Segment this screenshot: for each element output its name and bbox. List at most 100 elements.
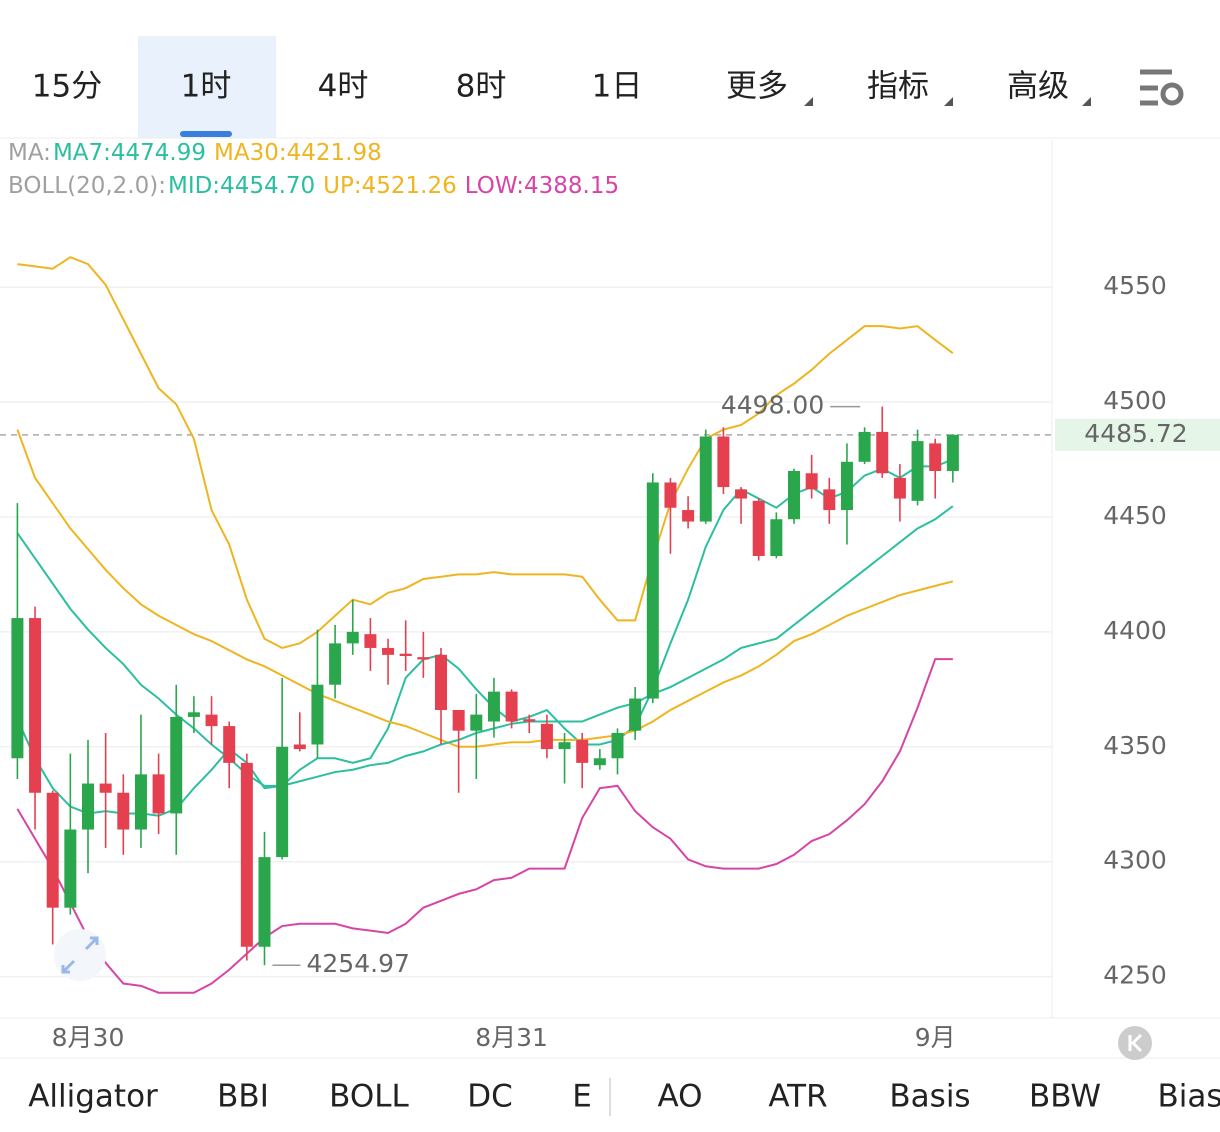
candle-body [329, 643, 342, 685]
indicator-tab[interactable]: DC [467, 1079, 513, 1115]
candle-body [11, 618, 24, 759]
collapse-icon[interactable] [1118, 1026, 1152, 1060]
indicator-tab[interactable]: AO [657, 1079, 702, 1115]
timeframe-tab[interactable]: 8时 [456, 69, 507, 105]
candle-body [470, 714, 483, 731]
candle-body [346, 631, 359, 644]
candle-body [629, 698, 642, 731]
candle-body [770, 519, 783, 557]
legend-entry: MA30:4421.98 [214, 140, 382, 166]
last-price-label: 4485.72 [1084, 419, 1187, 448]
candle-body [805, 473, 818, 490]
timeframe-tab[interactable]: 1日 [592, 69, 643, 105]
timeframe-tab[interactable]: 1时 [181, 69, 232, 105]
legend-entry: MA7:4474.99 [53, 140, 206, 166]
candle-body [117, 792, 130, 830]
candle-body [664, 482, 677, 508]
timeframe-tab[interactable]: 高级 [1007, 69, 1069, 105]
indicator-bar: Alligator BBI BOLL DC E AO ATR Basis BBW Bias [28, 1079, 1220, 1115]
candle-body [46, 792, 59, 908]
candle-body [364, 634, 377, 648]
expand-icon[interactable] [54, 929, 106, 981]
candle-body [682, 510, 695, 522]
settings-icon[interactable] [1140, 69, 1184, 106]
indicator-tab[interactable]: Bias [1157, 1079, 1220, 1115]
candle-body [417, 657, 430, 660]
indicator-line [16, 429, 954, 748]
timeframe-tab[interactable]: 更多 [726, 69, 788, 105]
candle-body [699, 436, 712, 522]
candle-body [540, 723, 553, 750]
candle-body [911, 441, 924, 501]
candle-body [523, 719, 536, 722]
timeframe-bar: 15分 1时 4时 8时 1日 更多 指标 高级 [32, 36, 1069, 138]
candle-body [276, 746, 289, 858]
candle-body [311, 684, 324, 745]
candle-body [929, 443, 942, 471]
indicator-line [16, 658, 953, 994]
candle-body [152, 774, 165, 814]
candle-body [452, 710, 465, 731]
candle-body [717, 436, 730, 488]
candle-body [399, 653, 412, 656]
legend-entry: MID:4454.70 [168, 173, 315, 199]
plot-area [0, 256, 1052, 994]
indicator-tab[interactable]: ATR [768, 1079, 827, 1115]
candle-body [435, 654, 447, 711]
annotation-label: 4498.00 [721, 391, 824, 420]
y-tick-label: 4500 [1103, 386, 1167, 415]
y-tick-label: 4300 [1103, 846, 1167, 875]
last-price-tag [1055, 418, 1220, 451]
indicator-legend: MA:MA7:4474.99 MA30:4421.98 [8, 140, 382, 166]
candle-body [735, 489, 748, 499]
candle-body [99, 783, 112, 793]
candle-body [593, 758, 606, 766]
indicator-tab[interactable]: Basis [889, 1079, 970, 1115]
y-tick-label: 4550 [1103, 271, 1167, 300]
candle-body [876, 431, 889, 474]
indicator-tab[interactable]: BBW [1029, 1079, 1101, 1115]
timeframe-tab[interactable]: 4时 [318, 69, 369, 105]
indicator-tab[interactable]: Alligator [28, 1079, 158, 1115]
candle-body [187, 712, 200, 717]
candle-body [382, 647, 395, 655]
candle-body [170, 716, 183, 814]
indicator-line [16, 505, 954, 787]
candle-body [576, 739, 589, 763]
dropdown-arrows [804, 97, 1091, 106]
legend-entry: LOW:4388.15 [465, 173, 619, 199]
candle-body [293, 744, 306, 750]
candle-body [946, 434, 959, 471]
candle-body [240, 762, 253, 947]
x-tick-label: 9月 [915, 1023, 956, 1052]
y-tick-label: 4400 [1103, 616, 1167, 645]
active-tab-bg [138, 36, 276, 138]
indicator-tab[interactable]: E [572, 1079, 592, 1115]
candle-body [223, 726, 236, 763]
candle-body [205, 714, 218, 727]
timeframe-tab[interactable]: 15分 [32, 69, 102, 105]
y-tick-label: 4450 [1103, 501, 1167, 530]
indicator-tab[interactable]: BBI [217, 1079, 269, 1115]
candle-body [752, 500, 765, 557]
candle-body [858, 431, 871, 462]
timeframe-tab[interactable]: 指标 [867, 69, 929, 105]
candle-body [611, 732, 624, 759]
candle-body [487, 691, 500, 722]
candle-body [823, 489, 836, 511]
legend-group: BOLL(20,2.0): [8, 173, 166, 199]
active-tab-indicator [180, 131, 232, 137]
candle-body [788, 470, 800, 520]
candle-body [29, 618, 42, 793]
x-tick-label: 8月31 [475, 1023, 548, 1052]
y-tick-label: 4350 [1103, 731, 1167, 760]
candle-body [82, 783, 94, 830]
indicator-tab[interactable]: BOLL [329, 1079, 409, 1115]
candle-body [134, 774, 147, 830]
candle-body [893, 477, 906, 499]
chart: 4250 4300 4350 4400 4450 4500 4550 8月30 8月31 9月 44… [0, 140, 1220, 1052]
candle-body [505, 691, 518, 722]
candle-body [840, 461, 853, 511]
